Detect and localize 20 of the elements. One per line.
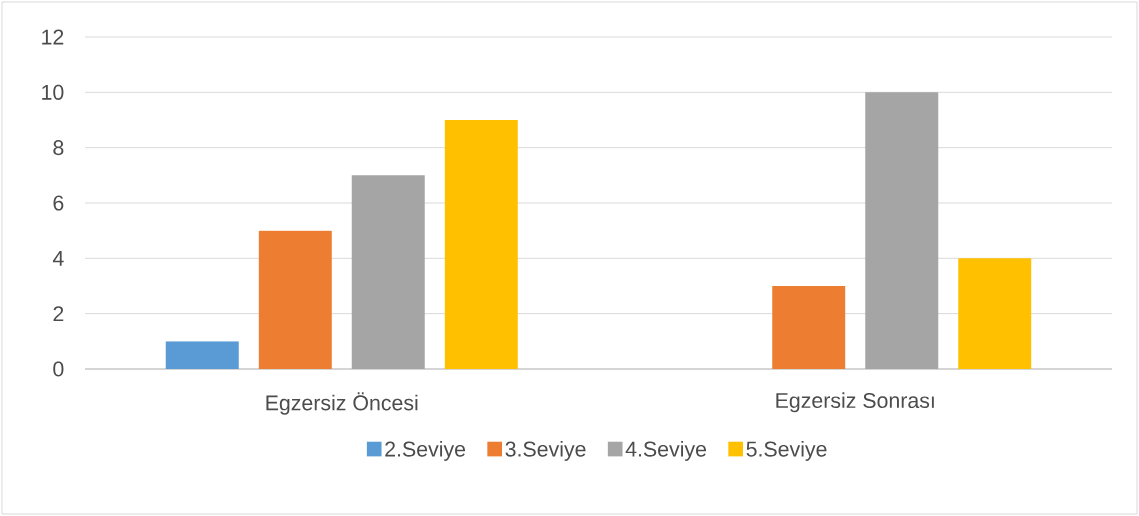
y-tick-label: 10: [42, 84, 64, 100]
legend-label: 4.Seviye: [625, 440, 707, 461]
bar: [351, 175, 425, 369]
bar: [865, 92, 939, 369]
y-tick-label: 12: [42, 29, 64, 45]
bar: [165, 341, 239, 369]
legend-label: 2.Seviye: [385, 440, 466, 461]
y-tick-label: 6: [53, 195, 64, 211]
y-tick-label: 4: [52, 250, 64, 266]
x-tick-label: Egzersiz Öncesi: [266, 392, 418, 415]
x-tick-label: Egzersiz Sonrası: [776, 392, 934, 413]
bar: [958, 258, 1032, 369]
legend-label: 3.Seviye: [505, 440, 586, 461]
bar: [258, 230, 332, 369]
bar: [444, 119, 518, 369]
y-tick-label: 8: [53, 140, 64, 156]
legend-label: 5.Seviye: [746, 440, 827, 461]
y-tick-label: 0: [53, 361, 64, 377]
bar: [772, 285, 846, 369]
y-tick-label: 2: [53, 306, 64, 322]
